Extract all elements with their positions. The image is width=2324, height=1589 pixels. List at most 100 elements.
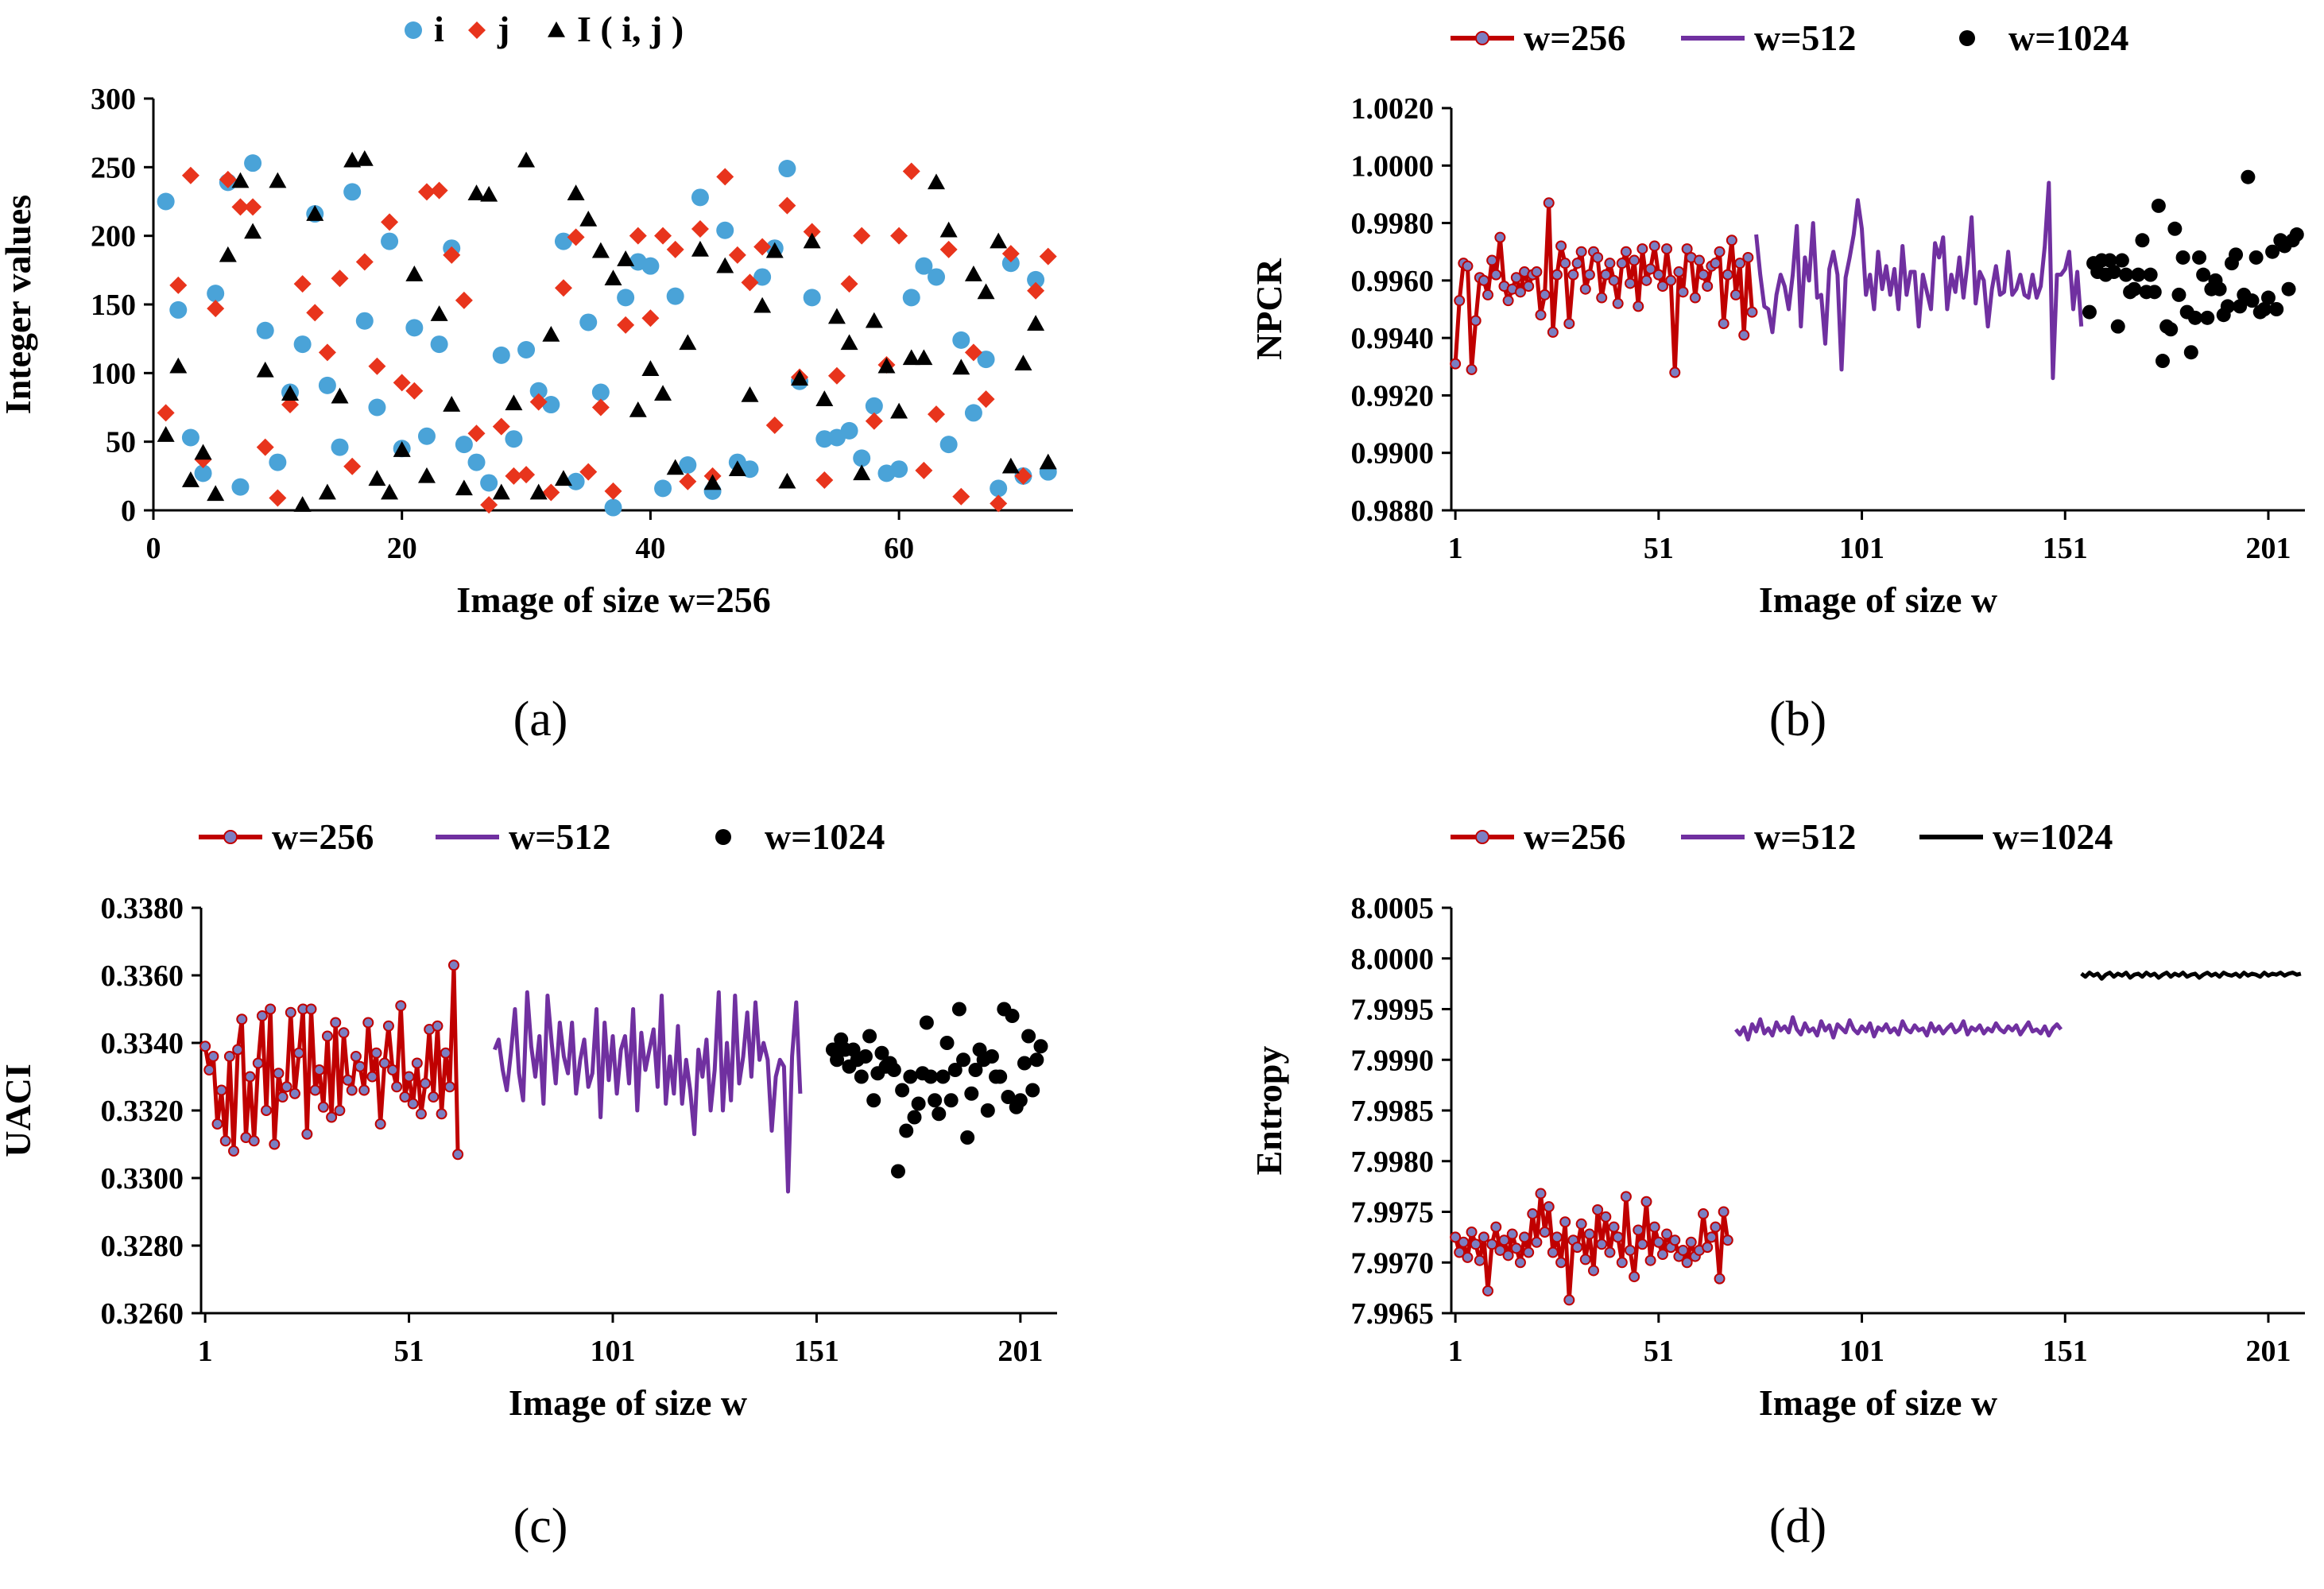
legend-marker — [223, 830, 238, 844]
x-tick-label: 40 — [635, 532, 665, 565]
data-point — [943, 1093, 959, 1108]
data-point — [1652, 1236, 1664, 1248]
data-point — [381, 213, 399, 231]
data-point — [1486, 1238, 1498, 1250]
data-point — [1506, 1228, 1518, 1240]
data-point — [256, 361, 274, 378]
data-point — [443, 1081, 455, 1093]
data-point — [405, 265, 424, 281]
data-point — [728, 246, 746, 264]
y-tick-label: 1.0020 — [1351, 92, 1435, 126]
data-point — [529, 393, 548, 411]
data-point — [1027, 270, 1045, 289]
data-point — [2163, 322, 2179, 337]
data-point — [455, 436, 473, 454]
data-point — [1462, 1251, 1474, 1263]
data-point — [964, 404, 982, 422]
data-point — [960, 1130, 975, 1145]
data-point — [567, 228, 585, 246]
data-point — [1648, 240, 1660, 252]
series-w-512 — [492, 990, 803, 1194]
y-tick-label: 0.3260 — [101, 1297, 184, 1331]
data-point — [915, 257, 933, 275]
data-point — [1555, 1257, 1567, 1269]
data-point — [455, 479, 473, 496]
data-point — [1648, 1221, 1660, 1233]
data-point — [1021, 1029, 1036, 1044]
data-point — [1502, 295, 1514, 307]
series-line — [1734, 1015, 2063, 1042]
data-point — [343, 457, 362, 475]
data-point — [919, 1015, 934, 1030]
data-point — [432, 1020, 443, 1032]
series-w-512 — [1754, 180, 2084, 381]
data-point — [1669, 366, 1681, 378]
y-tick-label: 7.9990 — [1351, 1044, 1435, 1077]
legend-label: w=512 — [509, 816, 610, 857]
series-w-1024 — [825, 1002, 1048, 1179]
data-point — [2200, 310, 2215, 325]
data-point — [415, 1108, 427, 1120]
y-tick-label: 150 — [91, 289, 136, 322]
data-point — [924, 1069, 939, 1084]
data-point — [228, 1145, 240, 1157]
data-point — [1551, 269, 1563, 281]
data-point — [1029, 1052, 1044, 1068]
x-tick-label: 201 — [2245, 1335, 2291, 1368]
legend-entry-w-256: w=256 — [199, 816, 374, 857]
data-point — [1661, 243, 1673, 255]
data-point — [815, 471, 834, 490]
data-point — [554, 470, 572, 486]
series-line — [2080, 971, 2302, 981]
legend-entry-w-256: w=256 — [1451, 816, 1625, 857]
data-point — [318, 343, 336, 362]
data-point — [355, 253, 374, 271]
data-point — [1583, 269, 1595, 281]
data-point — [1681, 1257, 1693, 1269]
data-point — [1563, 318, 1575, 330]
data-point — [666, 287, 684, 305]
data-point — [411, 1057, 423, 1069]
data-point — [1583, 1228, 1595, 1240]
legend-marker — [405, 21, 422, 39]
data-point — [1017, 1056, 1032, 1071]
data-point — [331, 438, 349, 456]
y-tick-label: 0.3360 — [101, 959, 184, 993]
data-point — [1698, 269, 1710, 281]
data-point — [679, 456, 697, 475]
data-point — [728, 460, 746, 476]
data-point — [157, 192, 175, 211]
data-point — [915, 461, 933, 479]
legend-entry-w-512: w=512 — [436, 816, 610, 857]
data-point — [666, 459, 684, 475]
data-point — [517, 340, 536, 358]
data-point — [617, 316, 635, 334]
data-point — [1656, 1249, 1668, 1261]
data-point — [321, 1030, 333, 1042]
data-point — [853, 464, 871, 481]
data-point — [977, 351, 995, 369]
data-point — [1620, 1191, 1632, 1203]
data-point — [1466, 1227, 1478, 1238]
legend-entry-w-512: w=512 — [1681, 816, 1856, 857]
data-point — [395, 1000, 407, 1012]
data-point — [1742, 251, 1754, 263]
data-point — [368, 357, 386, 375]
data-point — [2265, 244, 2280, 259]
data-point — [244, 223, 262, 239]
data-point — [256, 438, 274, 456]
data-point — [1450, 358, 1462, 370]
data-point — [293, 275, 312, 293]
data-point — [2151, 198, 2166, 213]
data-point — [815, 390, 834, 406]
data-point — [1510, 272, 1522, 284]
y-tick-label: 8.0005 — [1351, 892, 1435, 925]
data-point — [1543, 1201, 1555, 1213]
legend-marker — [1959, 30, 1975, 46]
legend-label: w=512 — [1754, 816, 1856, 857]
data-point — [1652, 269, 1664, 281]
data-point — [1620, 246, 1632, 258]
data-point — [343, 151, 362, 168]
data-point — [716, 257, 734, 273]
